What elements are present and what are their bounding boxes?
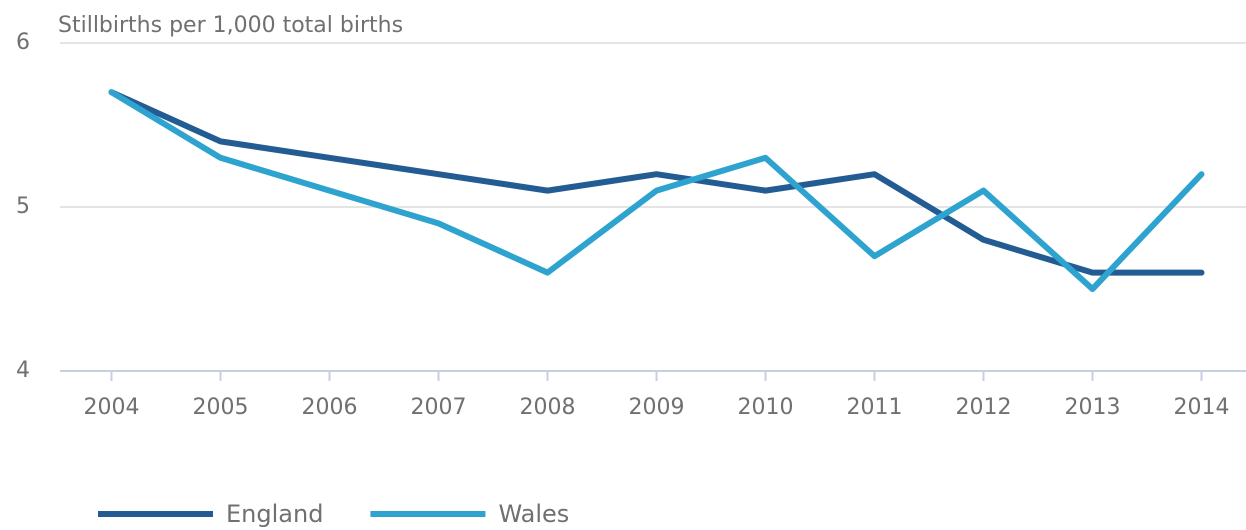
x-tick-label: 2010 — [738, 395, 794, 420]
y-tick-label: 6 — [16, 30, 30, 55]
x-tick-label: 2014 — [1174, 395, 1230, 420]
x-tick-label: 2011 — [847, 395, 903, 420]
y-tick-label: 5 — [16, 194, 30, 219]
series-line — [108, 89, 1205, 276]
chart-title: Stillbirths per 1,000 total births — [58, 13, 403, 38]
legend-label: Wales — [498, 500, 569, 528]
x-tick-label: 2007 — [411, 395, 467, 420]
x-tick-label: 2009 — [629, 395, 685, 420]
y-tick-label: 4 — [16, 358, 30, 383]
x-tick-label: 2006 — [302, 395, 358, 420]
x-tick-label: 2008 — [520, 395, 576, 420]
x-tick-label: 2004 — [84, 395, 140, 420]
series-line — [108, 89, 1205, 292]
legend-label: England — [226, 500, 323, 528]
x-tick-label: 2005 — [193, 395, 249, 420]
x-tick-label: 2013 — [1065, 395, 1121, 420]
x-tick-label: 2012 — [956, 395, 1012, 420]
